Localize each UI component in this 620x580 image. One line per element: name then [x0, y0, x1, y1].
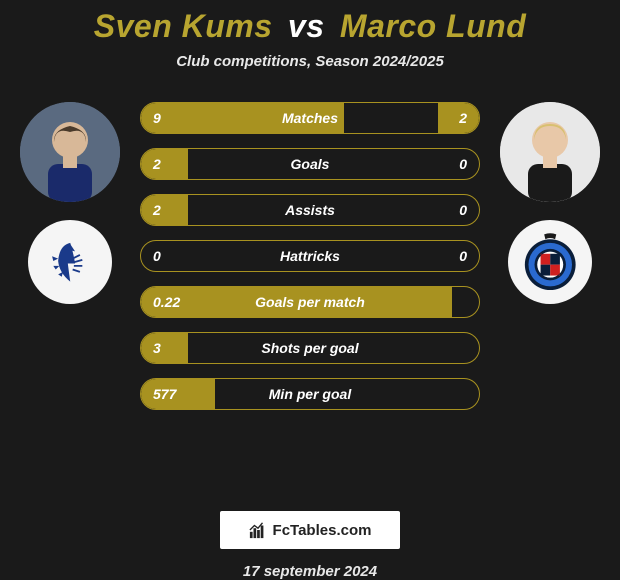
player2-club-logo — [508, 220, 592, 304]
stat-row: 2Assists0 — [140, 194, 480, 226]
comparison-card: Sven Kums vs Marco Lund Club competition… — [0, 0, 620, 580]
player2-avatar — [500, 102, 600, 202]
stat-row: 3Shots per goal — [140, 332, 480, 364]
player1-name: Sven Kums — [94, 8, 273, 44]
vs-label: vs — [288, 8, 325, 44]
player1-club-logo — [28, 220, 112, 304]
player1-avatar — [20, 102, 120, 202]
stat-label: Goals per match — [141, 294, 479, 310]
stat-label: Shots per goal — [141, 340, 479, 356]
avatar-placeholder-icon — [20, 102, 120, 202]
subtitle: Club competitions, Season 2024/2025 — [176, 53, 444, 70]
club-logo-icon — [520, 232, 580, 292]
brand-name: FcTables.com — [273, 522, 372, 539]
title: Sven Kums vs Marco Lund — [94, 8, 526, 45]
player2-name: Marco Lund — [340, 8, 526, 44]
left-side — [10, 98, 130, 304]
stat-row: 0.22Goals per match — [140, 286, 480, 318]
stat-value-right: 0 — [459, 156, 467, 172]
date-label: 17 september 2024 — [243, 563, 377, 580]
right-side — [490, 98, 610, 304]
club-logo-icon — [40, 232, 100, 292]
stat-label: Hattricks — [141, 248, 479, 264]
brand-badge[interactable]: FcTables.com — [220, 511, 400, 549]
avatar-placeholder-icon — [500, 102, 600, 202]
stat-label: Min per goal — [141, 386, 479, 402]
stat-label: Matches — [141, 110, 479, 126]
stat-value-right: 0 — [459, 202, 467, 218]
stat-value-right: 2 — [459, 110, 467, 126]
stat-row: 577Min per goal — [140, 378, 480, 410]
brand-chart-icon — [249, 521, 267, 539]
stat-value-right: 0 — [459, 248, 467, 264]
stats-column: 9Matches22Goals02Assists00Hattricks00.22… — [130, 98, 490, 410]
stat-label: Goals — [141, 156, 479, 172]
stat-row: 9Matches2 — [140, 102, 480, 134]
stat-row: 0Hattricks0 — [140, 240, 480, 272]
stat-row: 2Goals0 — [140, 148, 480, 180]
main-row: 9Matches22Goals02Assists00Hattricks00.22… — [0, 98, 620, 495]
stat-label: Assists — [141, 202, 479, 218]
